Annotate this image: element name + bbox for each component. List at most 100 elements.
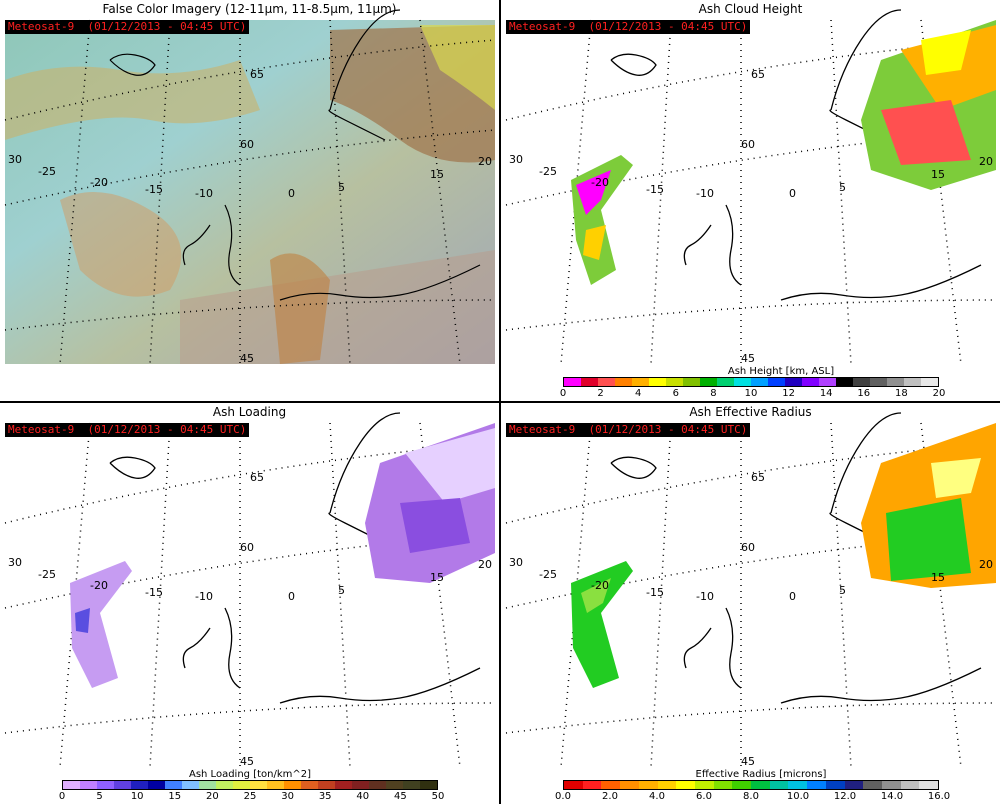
colorbar-swatch (769, 781, 789, 789)
lat-label: 65 (751, 68, 765, 81)
colorbar-tick-label: 8 (710, 388, 717, 399)
lon-label: -15 (145, 183, 163, 196)
graticule (4, 422, 496, 768)
colorbar-swatch (335, 781, 352, 789)
satellite-timestamp-badge: Meteosat-9 (01/12/2013 - 04:45 UTC) (506, 20, 751, 34)
colorbar-swatch (844, 781, 864, 789)
lon-label: -20 (591, 579, 609, 592)
colorbar-swatch (713, 781, 733, 789)
lon-label: -10 (696, 187, 714, 200)
colorbar-tick-label: 18 (895, 388, 908, 399)
lat-label: 45 (240, 352, 254, 365)
lon-label: 5 (839, 584, 846, 597)
lon-label: -25 (38, 568, 56, 581)
colorbar-swatch (582, 781, 602, 789)
colorbar-tick-label: 20 (932, 388, 946, 399)
lon-label: 30 (8, 153, 22, 166)
colorbar-swatch (700, 378, 717, 386)
colorbar-tick-label: 6 (672, 388, 679, 399)
colorbar-swatch (386, 781, 403, 789)
colorbar-swatch (825, 781, 845, 789)
colorbar-swatch (564, 378, 581, 386)
ash-radius-map: 65 60 45 30 -25 -20 -15 -10 0 5 15 20 (505, 412, 997, 768)
colorbar-swatch (900, 781, 920, 789)
lon-label: -15 (646, 586, 664, 599)
colorbar-tick-label: 40 (356, 791, 370, 802)
coastlines (109, 9, 481, 301)
colorbar-swatch (352, 781, 369, 789)
colorbar-tick-label: 10 (744, 388, 758, 399)
ash-height-plume-north (861, 20, 996, 190)
lon-label: 0 (288, 187, 295, 200)
colorbar-swatch (63, 781, 80, 789)
colorbar-swatch (148, 781, 165, 789)
lon-label: 30 (509, 556, 523, 569)
colorbar-swatch (250, 781, 267, 789)
panel-ash-height: 65 60 45 30 -25 -20 -15 -10 0 5 15 20 As… (501, 0, 1000, 401)
lon-label: 0 (789, 187, 796, 200)
colorbar-swatch (131, 781, 148, 789)
colorbar-swatch (694, 781, 714, 789)
colorbar-swatch (615, 378, 632, 386)
lon-label: 15 (931, 168, 945, 181)
colorbar-swatch (853, 378, 870, 386)
colorbar-swatch (199, 781, 216, 789)
colorbar-tick-label: 16 (857, 388, 871, 399)
colorbar-swatch (564, 781, 583, 789)
colorbar-swatch (97, 781, 114, 789)
colorbar-tick-label: 10.0 (786, 791, 810, 802)
ash-height-plume-west (571, 155, 633, 285)
lon-label: 5 (839, 181, 846, 194)
colorbar-swatch (870, 378, 887, 386)
lon-label: 5 (338, 584, 345, 597)
false-color-map: 65 60 45 30 -25 -20 -15 -10 0 5 15 20 (0, 9, 496, 365)
colorbar-tick-label: 6.0 (696, 791, 712, 802)
colorbar-swatch (881, 781, 901, 789)
lat-label: 60 (741, 541, 755, 554)
colorbar-swatch (284, 781, 301, 789)
lon-label: 15 (430, 168, 444, 181)
graticule (4, 19, 496, 365)
colorbar-tick-label: 45 (394, 791, 407, 802)
colorbar-swatch (785, 378, 802, 386)
colorbar-tick-label: 0 (559, 388, 567, 399)
lon-label: -15 (646, 183, 664, 196)
panel-title: False Color Imagery (12-11μm, 11-8.5μm, … (102, 2, 397, 16)
colorbar-tick-label: 2 (597, 388, 604, 399)
lon-label: -25 (38, 165, 56, 178)
panel-ash-radius: 65 60 45 30 -25 -20 -15 -10 0 5 15 20 As… (501, 403, 1000, 804)
colorbar-tick-label: 8.0 (743, 791, 759, 802)
lon-label: 0 (789, 590, 796, 603)
colorbar (563, 780, 939, 790)
colorbar-swatch (165, 781, 182, 789)
colorbar-swatch (751, 781, 770, 789)
lon-label: 30 (8, 556, 22, 569)
ash-loading-plume-north (365, 423, 495, 583)
colorbar-swatch (921, 378, 938, 386)
colorbar-label: Ash Loading [ton/km^2] (140, 769, 360, 780)
lon-label: -15 (145, 586, 163, 599)
colorbar-swatch (717, 378, 734, 386)
colorbar-swatch (676, 781, 695, 789)
colorbar (563, 377, 939, 387)
colorbar-tick-label: 5 (96, 791, 103, 802)
satellite-timestamp-badge: Meteosat-9 (01/12/2013 - 04:45 UTC) (5, 20, 250, 34)
colorbar-tick-label: 12.0 (833, 791, 857, 802)
colorbar-swatch (683, 378, 700, 386)
colorbar-swatch (403, 781, 420, 789)
colorbar-tick-label: 10 (130, 791, 144, 802)
colorbar-swatch (807, 781, 826, 789)
colorbar-swatch (216, 781, 233, 789)
lon-label: 30 (509, 153, 523, 166)
colorbar-swatch (788, 781, 808, 789)
lon-label: 0 (288, 590, 295, 603)
graticule (505, 422, 997, 768)
lon-label: 20 (979, 155, 993, 168)
colorbar-swatch (919, 781, 939, 789)
lon-label: -25 (539, 568, 557, 581)
lon-label: -10 (195, 187, 213, 200)
ash-loading-map: 65 60 45 30 -25 -20 -15 -10 0 5 15 20 (4, 412, 496, 768)
colorbar-swatch (666, 378, 683, 386)
colorbar-swatch (819, 378, 836, 386)
colorbar-label: Effective Radius [microns] (661, 769, 861, 780)
